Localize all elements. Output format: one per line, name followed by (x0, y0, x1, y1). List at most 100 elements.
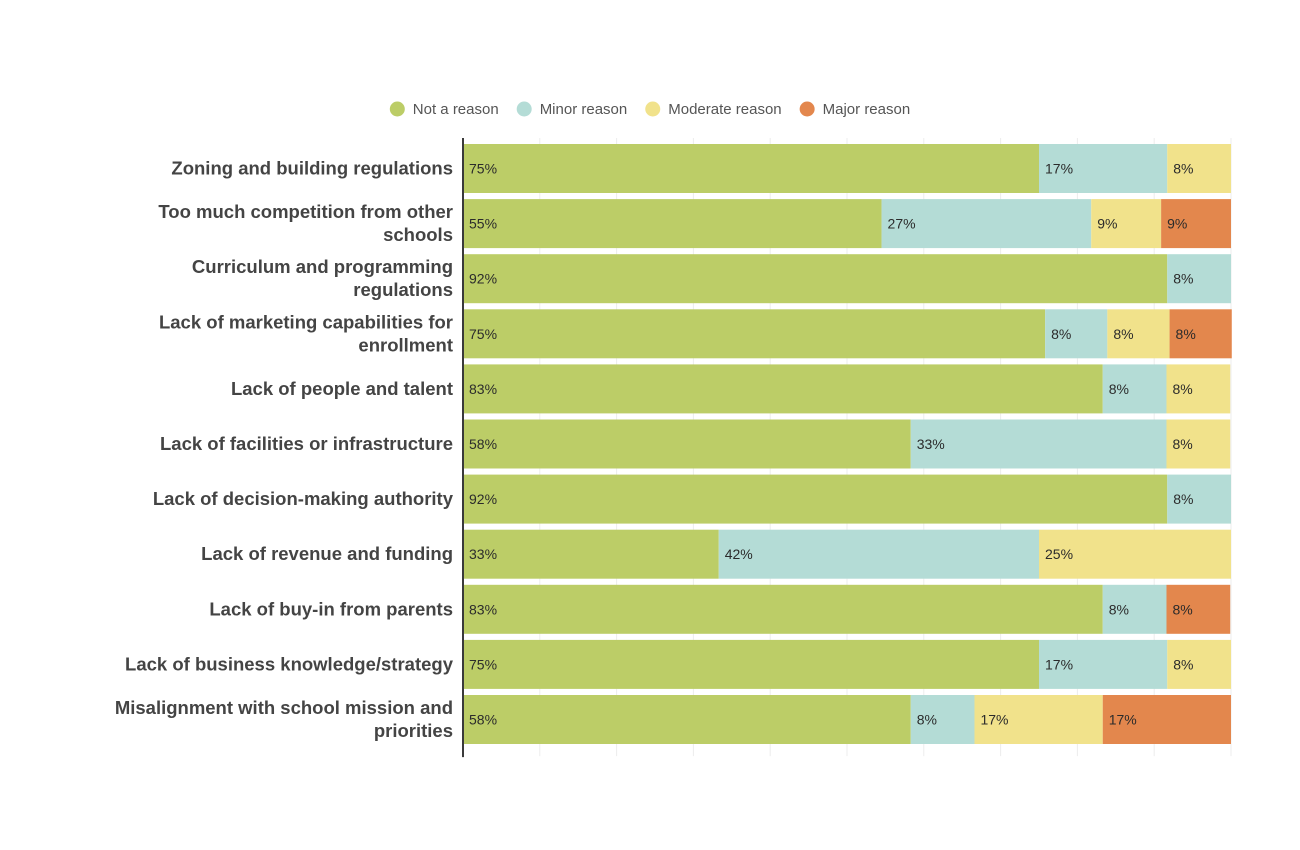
legend-item: Minor reason (516, 101, 627, 118)
data-label: 55% (469, 216, 497, 232)
data-label: 92% (469, 271, 497, 287)
data-label: 8% (1173, 656, 1193, 672)
bar-row: 58% 33% 8% (463, 419, 1231, 469)
legend: Not a reason Minor reason Moderate reason M… (389, 101, 911, 118)
category-label-line: priorities (374, 720, 453, 741)
bar-segment-major-reason (1166, 584, 1231, 634)
bar-row: 83% 8% 8% (463, 584, 1231, 634)
data-label: 17% (1045, 161, 1073, 177)
category-label-line: Lack of decision-making authority (153, 488, 454, 509)
category-label: Too much competition from other schools (158, 201, 453, 245)
legend-swatch-icon (516, 101, 532, 117)
bar-segment-minor-reason (910, 695, 975, 744)
bar-segment-moderate-reason (1107, 309, 1170, 359)
data-label: 8% (1176, 326, 1196, 342)
data-label: 33% (469, 546, 497, 562)
category-label: Curriculum and programming regulations (192, 256, 453, 300)
bar-row: 58% 8% 17% 17% (463, 695, 1231, 744)
bar-row: 83% 8% 8% (463, 364, 1231, 414)
bar-segment-major-reason (1161, 199, 1231, 249)
bar-segment-not-a-reason (463, 254, 1168, 304)
bar-segment-not-a-reason (463, 144, 1039, 193)
bar-segment-minor-reason (910, 419, 1167, 469)
legend-label: Moderate reason (668, 101, 781, 118)
legend-item: Not a reason (389, 101, 499, 118)
bar-segment-not-a-reason (463, 474, 1168, 524)
data-label: 8% (1173, 161, 1193, 177)
category-label: Lack of people and talent (231, 378, 453, 399)
category-label-line: Lack of buy-in from parents (209, 598, 453, 619)
category-label-line: regulations (353, 279, 453, 300)
data-label: 83% (469, 381, 497, 397)
bar-row: 75% 17% 8% (463, 639, 1231, 689)
category-label-line: Lack of business knowledge/strategy (125, 653, 454, 674)
data-label: 33% (917, 436, 945, 452)
bar-segment-moderate-reason (1166, 364, 1231, 414)
category-label-line: Too much competition from other (158, 201, 453, 222)
category-label-line: Zoning and building regulations (171, 158, 453, 179)
category-label: Lack of revenue and funding (201, 543, 453, 564)
bar-segment-minor-reason (1102, 584, 1167, 634)
bars: 75% 17% 8%55% 27% 9% 9%92% 8%75% 8% 8% 8%83% 8% 8%5… (463, 144, 1232, 744)
data-label: 8% (1173, 491, 1193, 507)
data-label: 58% (469, 436, 497, 452)
bar-segment-moderate-reason (1039, 529, 1231, 579)
category-label-line: Lack of facilities or infrastructure (160, 433, 453, 454)
bar-segment-minor-reason (1167, 474, 1231, 524)
bar-segment-not-a-reason (463, 309, 1046, 359)
category-label-line: Misalignment with school mission and (115, 697, 453, 718)
data-label: 17% (980, 712, 1008, 728)
category-label-line: Lack of revenue and funding (201, 543, 453, 564)
data-label: 8% (917, 712, 937, 728)
data-label: 83% (469, 601, 497, 617)
category-label-line: enrollment (358, 334, 453, 355)
bar-segment-not-a-reason (463, 639, 1039, 689)
bar-segment-not-a-reason (463, 695, 911, 744)
bar-segment-minor-reason (881, 199, 1092, 249)
bar-segment-not-a-reason (463, 419, 911, 469)
data-label: 9% (1097, 216, 1117, 232)
data-label: 42% (725, 546, 753, 562)
bar-segment-major-reason (1169, 309, 1232, 359)
data-label: 25% (1045, 546, 1073, 562)
legend-item: Major reason (799, 101, 911, 118)
category-label-line: Lack of marketing capabilities for (159, 311, 453, 332)
category-label-line: Curriculum and programming (192, 256, 453, 277)
bar-row: 75% 17% 8% (463, 144, 1231, 193)
bar-segment-minor-reason (1039, 639, 1168, 689)
bar-row: 33% 42% 25% (463, 529, 1231, 579)
data-label: 8% (1113, 326, 1133, 342)
bar-segment-not-a-reason (463, 529, 719, 579)
data-label: 8% (1172, 381, 1192, 397)
bar-segment-minor-reason (1045, 309, 1108, 359)
bar-segment-not-a-reason (463, 584, 1103, 634)
data-label: 8% (1051, 326, 1071, 342)
bar-segment-moderate-reason (1167, 144, 1231, 193)
data-label: 8% (1173, 271, 1193, 287)
data-label: 17% (1109, 712, 1137, 728)
bar-segment-minor-reason (1102, 364, 1167, 414)
data-label: 27% (888, 216, 916, 232)
category-label-line: Lack of people and talent (231, 378, 453, 399)
data-label: 75% (469, 161, 497, 177)
bar-row: 92% 8% (463, 474, 1231, 524)
legend-item: Moderate reason (645, 101, 782, 118)
category-label: Lack of decision-making authority (153, 488, 454, 509)
bar-segment-moderate-reason (1166, 419, 1231, 469)
bar-segment-moderate-reason (1167, 639, 1231, 689)
bar-segment-moderate-reason (974, 695, 1103, 744)
bar-segment-minor-reason (1039, 144, 1168, 193)
category-label-line: schools (383, 224, 453, 245)
legend-swatch-icon (389, 101, 405, 117)
data-label: 58% (469, 712, 497, 728)
data-label: 8% (1109, 381, 1129, 397)
category-label: Lack of business knowledge/strategy (125, 653, 454, 674)
bar-segment-not-a-reason (463, 364, 1103, 414)
data-label: 17% (1045, 656, 1073, 672)
legend-swatch-icon (645, 101, 661, 117)
category-label: Misalignment with school mission and prio… (115, 697, 453, 741)
legend-label: Major reason (823, 101, 911, 118)
data-label: 75% (469, 656, 497, 672)
bar-row: 55% 27% 9% 9% (463, 199, 1231, 249)
